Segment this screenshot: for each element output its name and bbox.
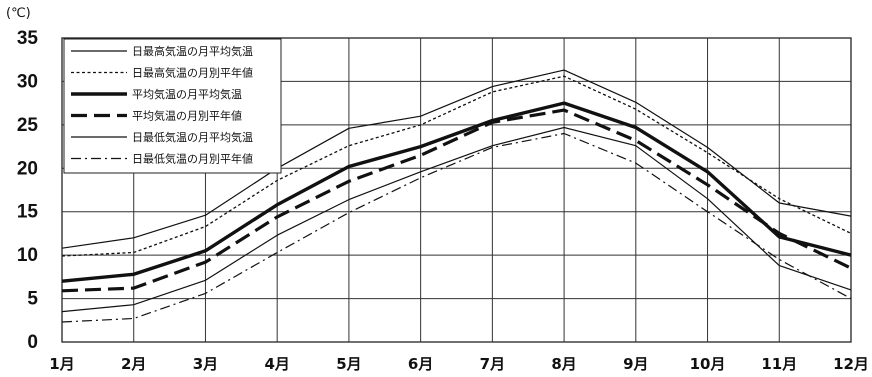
y-axis-unit-label: (℃): [6, 6, 31, 21]
x-tick-label: 6月: [408, 355, 433, 373]
legend-label: 日最低気温の月別平年値: [132, 152, 253, 166]
series-line-2: [61, 75, 852, 257]
plot-frame: [61, 37, 852, 343]
x-tick-label: 11月: [761, 355, 797, 373]
legend: 日最高気温の月平均気温日最高気温の月別平年値平均気温の月平均気温平均気温の月別平…: [63, 38, 282, 174]
x-tick-label: 7月: [480, 355, 505, 373]
y-tick-label: 10: [17, 245, 38, 266]
x-tick-label: 8月: [551, 355, 576, 373]
legend-label: 日最高気温の月平均気温: [132, 44, 253, 58]
series-line-6: [61, 132, 852, 323]
x-tick-label: 9月: [623, 355, 648, 373]
x-tick-label: 4月: [264, 355, 289, 373]
series-line-5: [61, 126, 852, 313]
y-tick-label: 0: [27, 332, 38, 353]
legend-label: 平均気温の月平均気温: [132, 87, 242, 101]
legend-label: 平均気温の月別平年値: [132, 109, 242, 123]
x-tick-labels: 1月 2月 3月 4月 5月 6月 7月 8月 9月 10月 11月 12月: [49, 355, 869, 373]
y-tick-label: 5: [27, 289, 38, 310]
x-tick-label: 12月: [833, 355, 869, 373]
series-line-3: [61, 101, 852, 283]
series-line-4: [61, 108, 852, 293]
x-tick-label: 10月: [690, 355, 726, 373]
y-tick-label: 20: [17, 158, 38, 179]
y-tick-label: 30: [17, 71, 38, 92]
x-tick-label: 3月: [193, 355, 218, 373]
x-tick-label: 1月: [49, 355, 74, 373]
y-tick-label: 15: [17, 202, 39, 223]
series-lines: [61, 69, 852, 323]
series-line-1: [61, 69, 852, 249]
legend-label: 日最低気温の月平均気温: [132, 130, 253, 144]
legend-box: [63, 38, 282, 174]
y-tick-labels: 0 5 10 15 20 25 30 35: [17, 28, 39, 353]
legend-label: 日最高気温の月別平年値: [132, 66, 253, 80]
x-tick-label: 5月: [336, 355, 361, 373]
y-tick-label: 25: [17, 115, 39, 136]
x-tick-label: 2月: [121, 355, 146, 373]
y-tick-label: 35: [17, 28, 39, 49]
